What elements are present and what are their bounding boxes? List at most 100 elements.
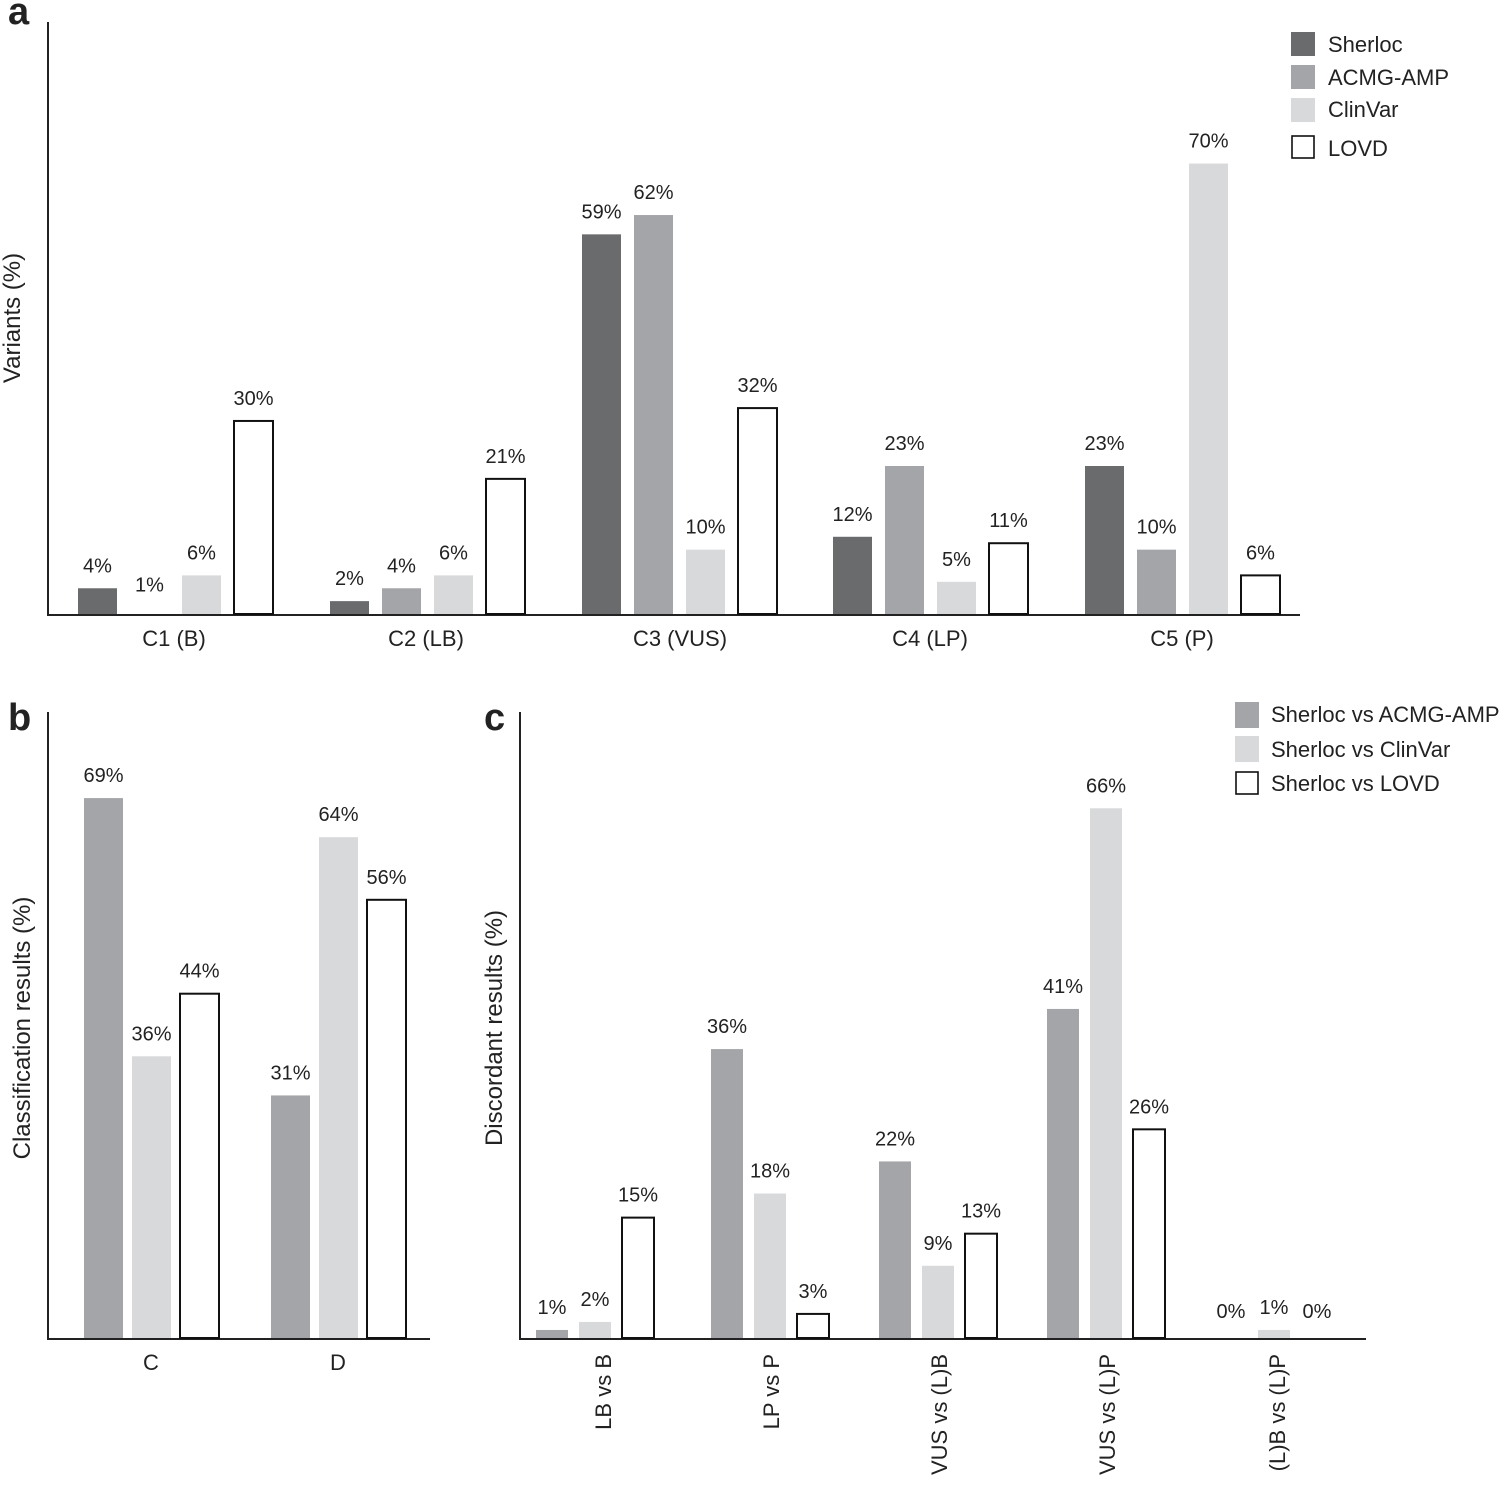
panel-c-sherloc-vs-clinvar-vus-vs-l-p-label: 66% xyxy=(1086,775,1126,797)
panel-c-sherloc-vs-lovd-vus-vs-l-p-bar xyxy=(1132,1128,1166,1340)
panel-a-lovd-c1-b-bar xyxy=(233,419,274,615)
panel-a-acmg-amp-c1-b-label: 1% xyxy=(135,575,164,597)
panel-b-x-ticks: C D xyxy=(143,1350,346,1375)
panel-a-lovd-c3-vus-bar xyxy=(737,407,778,615)
panel-c-sherloc-vs-acmg-amp-lp-vs-p-label: 36% xyxy=(707,1016,747,1038)
panel-a-acmg-amp-c5-p-bar xyxy=(1137,549,1176,614)
panel-a-clinvar-c5-p-label: 70% xyxy=(1188,131,1228,153)
panel-c-sherloc-vs-lovd-vus-vs-l-p-label: 26% xyxy=(1129,1096,1169,1118)
legend-label-sherloc: Sherloc xyxy=(1328,32,1403,57)
panel-c-tick-lp-vs-p: LP vs P xyxy=(759,1354,784,1429)
panel-a-acmg-amp-c5-p-label: 10% xyxy=(1136,517,1176,539)
panel-b-sherloc-vs-acmg-amp-d-bar xyxy=(271,1095,310,1338)
panel-c-bars: 1% 36% 22% 41% 0% 2% 18% 9% 66% 1% 15% 3% 13% 26% 0% xyxy=(536,775,1332,1340)
legend-label-lovd: LOVD xyxy=(1328,136,1388,161)
panel-c-sherloc-vs-acmg-amp-lb-vs-b-bar xyxy=(536,1329,568,1338)
panel-a-sherloc-c1-b-label: 4% xyxy=(83,555,112,577)
panel-a: a Variants (%) 4% 2% 59% 12% 23% 1% 4% 62% 23% 10… xyxy=(0,0,1449,651)
panel-a-acmg-amp-c4-lp-bar xyxy=(885,466,924,614)
panel-c-tick-lb-vs-b: LB vs B xyxy=(591,1354,616,1430)
panel-a-clinvar-c1-b-label: 6% xyxy=(187,542,216,564)
panel-b-tick-d: D xyxy=(330,1350,346,1375)
panel-b-sherloc-vs-clinvar-d-label: 64% xyxy=(318,804,358,826)
panel-b-sherloc-vs-clinvar-c-bar xyxy=(132,1056,171,1338)
panel-c-sherloc-vs-lovd-lp-vs-p-label: 3% xyxy=(799,1281,828,1303)
panel-b-axes xyxy=(47,712,430,1340)
panel-a-sherloc-c1-b-bar xyxy=(78,588,117,614)
panel-c-sherloc-vs-acmg-amp-lb-vs-b-label: 1% xyxy=(538,1297,567,1319)
legend-swatch-acmg xyxy=(1291,65,1315,89)
legend-label-acmg: ACMG-AMP xyxy=(1328,65,1449,90)
panel-a-lovd-c2-lb-label: 21% xyxy=(485,446,525,468)
panel-a-x-ticks: C1 (B) C2 (LB) C3 (VUS) C4 (LP) C5 (P) xyxy=(142,626,1214,651)
panel-b-sherloc-vs-lovd-d-label: 56% xyxy=(366,867,406,889)
panel-a-sherloc-c4-lp-label: 12% xyxy=(832,504,872,526)
legend-swatch-sherloc xyxy=(1291,32,1315,56)
panel-b: b Classification results (%) 69% 31% 36% 64… xyxy=(8,697,430,1375)
panel-c-ylabel: Discordant results (%) xyxy=(481,910,508,1146)
panel-b-letter: b xyxy=(8,697,31,739)
panel-a-acmg-amp-c2-lb-bar xyxy=(382,588,421,614)
panel-a-bars: 4% 2% 59% 12% 23% 1% 4% 62% 23% 10% 6% 6% 10% 5% 70% 30… xyxy=(78,131,1281,616)
panel-a-tick-c1: C1 (B) xyxy=(142,626,206,651)
panel-a-tick-c2: C2 (LB) xyxy=(388,626,464,651)
panel-a-lovd-c1-b-label: 30% xyxy=(233,388,273,410)
legend-swatch-sherloc-vs-lovd xyxy=(1235,771,1259,795)
legend-swatch-sherloc-vs-clinvar xyxy=(1235,736,1259,762)
panel-b-sherloc-vs-acmg-amp-d-label: 31% xyxy=(270,1062,310,1084)
panel-c: c Discordant results (%) 1% 36% 22% 41% 0% 2%… xyxy=(481,697,1500,1475)
panel-b-sherloc-vs-acmg-amp-c-label: 69% xyxy=(83,765,123,787)
panel-c-tick-lb-vs-lp: (L)B vs (L)P xyxy=(1265,1354,1290,1471)
legend-label-sherloc-vs-lovd: Sherloc vs LOVD xyxy=(1271,771,1440,796)
legend-label-sherloc-vs-clinvar: Sherloc vs ClinVar xyxy=(1271,737,1450,762)
panel-c-x-ticks: LB vs B LP vs P VUS vs (L)B VUS vs (L)P … xyxy=(591,1354,1290,1475)
panel-a-sherloc-c3-vus-bar xyxy=(582,234,621,614)
panel-a-clinvar-c3-vus-label: 10% xyxy=(685,517,725,539)
panel-a-axes xyxy=(47,22,1300,616)
panel-a-clinvar-c5-p-bar xyxy=(1189,163,1228,614)
panel-c-sherloc-vs-lovd-lb-vs-b-label: 15% xyxy=(618,1185,658,1207)
panel-c-sherloc-vs-acmg-amp-vus-vs-l-p-bar xyxy=(1047,1008,1079,1338)
panel-b-bars: 69% 31% 36% 64% 44% 56% xyxy=(83,765,407,1339)
panel-c-sherloc-vs-clinvar-vus-vs-l-b-label: 9% xyxy=(924,1233,953,1255)
panel-c-sherloc-vs-clinvar-vus-vs-l-b-bar xyxy=(922,1265,954,1338)
panel-a-clinvar-c4-lp-label: 5% xyxy=(942,549,971,571)
panel-c-sherloc-vs-clinvar-l-b-vs-l-p-label: 1% xyxy=(1260,1297,1289,1319)
panel-c-legend: Sherloc vs ACMG-AMP Sherloc vs ClinVar S… xyxy=(1235,702,1500,796)
panel-b-sherloc-vs-lovd-c-label: 44% xyxy=(179,961,219,983)
panel-b-sherloc-vs-clinvar-c-label: 36% xyxy=(131,1023,171,1045)
panel-c-sherloc-vs-lovd-lp-vs-p-bar xyxy=(796,1312,830,1340)
panel-b-sherloc-vs-acmg-amp-c-bar xyxy=(84,798,123,1338)
panel-a-acmg-amp-c2-lb-label: 4% xyxy=(387,555,416,577)
legend-label-sherloc-vs-acmg: Sherloc vs ACMG-AMP xyxy=(1271,702,1500,727)
panel-c-axes xyxy=(519,712,1366,1340)
panel-a-tick-c3: C3 (VUS) xyxy=(633,626,727,651)
panel-a-clinvar-c2-lb-bar xyxy=(434,575,473,614)
panel-a-lovd-c4-lp-label: 11% xyxy=(989,510,1028,532)
panel-a-sherloc-c5-p-label: 23% xyxy=(1084,433,1124,455)
panel-b-tick-c: C xyxy=(143,1350,159,1375)
panel-c-letter: c xyxy=(484,697,505,739)
panel-a-lovd-c3-vus-label: 32% xyxy=(737,375,777,397)
panel-b-sherloc-vs-lovd-c-bar xyxy=(179,992,220,1339)
panel-a-sherloc-c2-lb-bar xyxy=(330,601,369,614)
panel-a-sherloc-c4-lp-bar xyxy=(833,536,872,614)
legend-swatch-sherloc-vs-acmg xyxy=(1235,702,1259,728)
panel-a-acmg-amp-c3-vus-bar xyxy=(634,215,673,615)
panel-c-tick-vus-vs-lp: VUS vs (L)P xyxy=(1095,1354,1120,1475)
panel-c-sherloc-vs-lovd-lb-vs-b-bar xyxy=(621,1216,655,1339)
panel-a-lovd-c2-lb-bar xyxy=(485,477,526,615)
panel-c-sherloc-vs-clinvar-l-b-vs-l-p-bar xyxy=(1258,1329,1290,1338)
panel-c-sherloc-vs-acmg-amp-vus-vs-l-b-bar xyxy=(879,1161,911,1338)
panel-c-sherloc-vs-clinvar-lp-vs-p-bar xyxy=(754,1193,786,1338)
panel-a-clinvar-c1-b-bar xyxy=(182,575,221,614)
panel-b-ylabel: Classification results (%) xyxy=(9,897,36,1160)
panel-c-sherloc-vs-clinvar-vus-vs-l-p-bar xyxy=(1090,808,1122,1338)
panel-a-sherloc-c3-vus-label: 59% xyxy=(581,201,621,223)
panel-b-sherloc-vs-clinvar-d-bar xyxy=(319,837,358,1338)
panel-a-lovd-c4-lp-bar xyxy=(988,542,1029,616)
panel-a-clinvar-c4-lp-bar xyxy=(937,581,976,614)
panel-a-acmg-amp-c3-vus-label: 62% xyxy=(633,182,673,204)
panel-c-sherloc-vs-clinvar-lp-vs-p-label: 18% xyxy=(750,1161,790,1183)
